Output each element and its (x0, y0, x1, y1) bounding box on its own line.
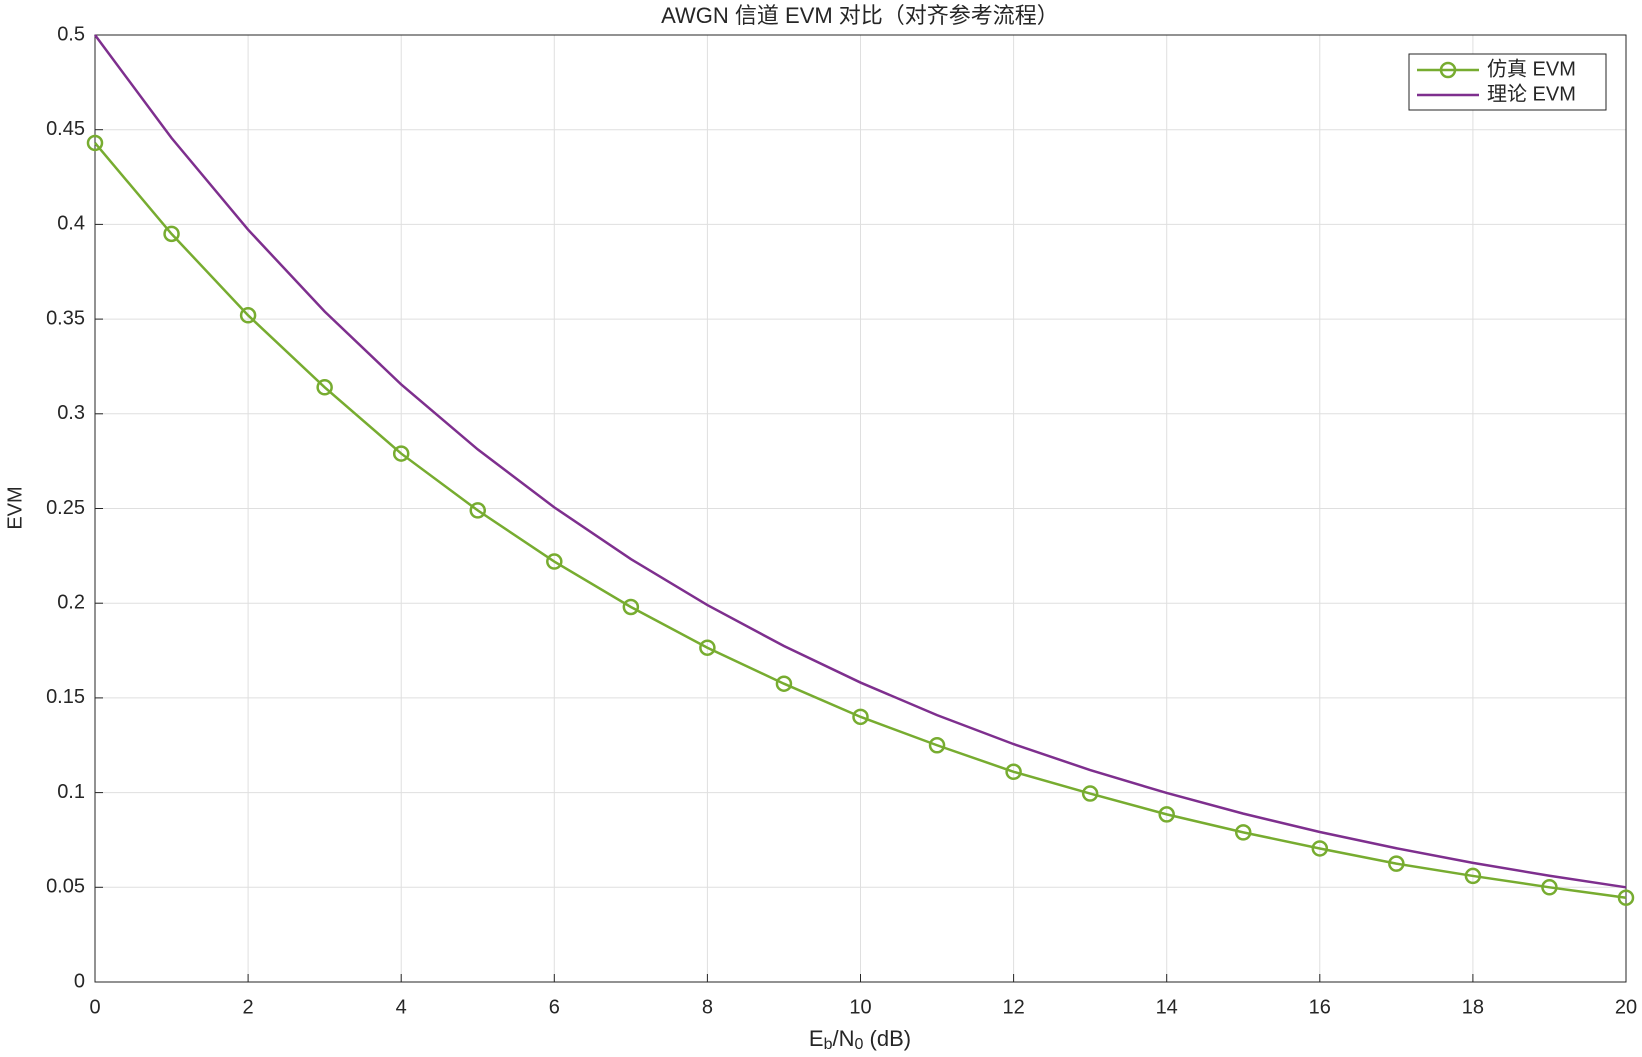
series-line (93, 34, 1627, 889)
y-axis-label: EVM (4, 486, 26, 529)
y-tick-label: 0.1 (57, 781, 85, 803)
y-tick-label: 0.3 (57, 402, 85, 424)
data-point (928, 737, 946, 754)
data-point (316, 379, 333, 396)
data-point (1005, 763, 1022, 781)
data-point (852, 708, 869, 726)
x-tick-label: 20 (1615, 996, 1637, 1018)
data-point (1235, 824, 1252, 841)
plot-frame (94, 34, 1627, 983)
chart-title: AWGN 信道 EVM 对比（对齐参考流程） (661, 3, 1059, 28)
data-point (1158, 806, 1175, 823)
data-point (392, 445, 410, 462)
x-axis-label-part: b (824, 1036, 833, 1053)
x-tick-label: 14 (1156, 996, 1178, 1018)
y-tick-label: 0.05 (46, 876, 85, 898)
data-point (1617, 889, 1635, 906)
x-axis-label-part: 0 (855, 1036, 864, 1053)
data-point (469, 502, 486, 519)
x-axis-label-part: E (809, 1026, 824, 1051)
data-point (775, 675, 793, 692)
y-tick-label: 0.4 (57, 213, 85, 235)
data-point (1081, 785, 1099, 802)
y-tick-label: 0.2 (57, 591, 85, 613)
data-point (1311, 840, 1329, 857)
x-tick-label: 12 (1002, 996, 1024, 1018)
x-axis-label-part: /N (833, 1026, 855, 1051)
y-tick-label: 0.25 (46, 497, 85, 519)
data-point (239, 307, 257, 324)
y-tick-label: 0.35 (46, 307, 85, 329)
y-tick-label: 0.45 (46, 118, 85, 140)
legend-label: 仿真 EVM (1487, 57, 1576, 80)
legend-marker (1439, 61, 1457, 79)
data-point (1388, 855, 1405, 872)
x-tick-label: 18 (1462, 996, 1484, 1018)
x-tick-label: 4 (396, 996, 407, 1018)
data-point (1541, 879, 1558, 896)
data-point (1464, 867, 1482, 885)
data-point (86, 134, 104, 152)
data-point (699, 639, 716, 656)
y-tick-label: 0 (74, 970, 85, 992)
x-tick-label: 2 (243, 996, 254, 1018)
data-point (622, 598, 640, 616)
series-line (94, 142, 1627, 899)
legend-label: 理论 EVM (1487, 82, 1576, 105)
y-tick-label: 0.5 (57, 23, 85, 45)
y-tick-label: 0.15 (46, 686, 85, 708)
x-tick-label: 10 (849, 996, 871, 1018)
x-tick-label: 6 (549, 996, 560, 1018)
x-tick-label: 0 (89, 996, 100, 1018)
legend-box (1408, 53, 1607, 111)
x-axis-label: Eb/N0 (dB) (809, 1026, 911, 1053)
data-point (163, 225, 180, 243)
x-axis-label-part: (dB) (863, 1026, 911, 1051)
x-tick-label: 16 (1309, 996, 1331, 1018)
data-point (546, 553, 563, 570)
x-tick-label: 8 (702, 996, 713, 1018)
